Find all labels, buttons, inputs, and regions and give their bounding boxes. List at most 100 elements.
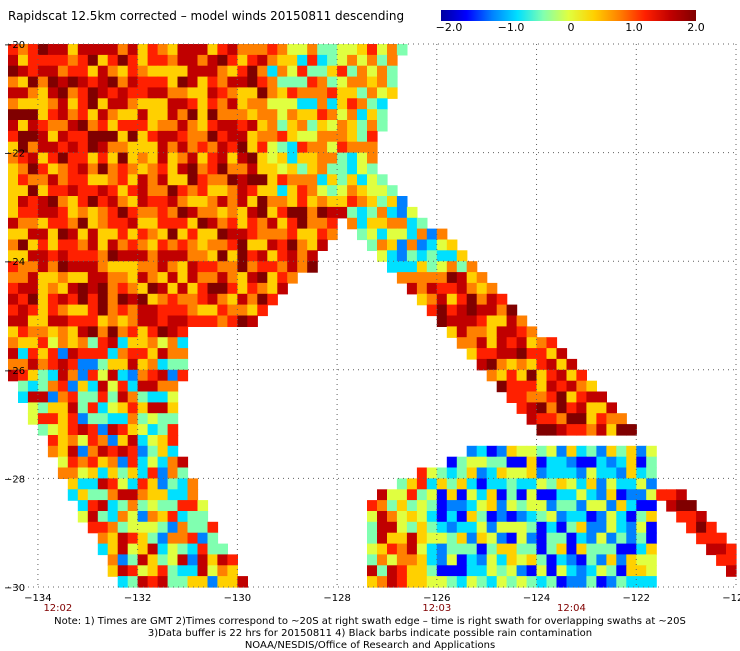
data-cell (47, 315, 59, 327)
data-cell (47, 185, 59, 197)
data-cell (77, 130, 89, 143)
data-cell (297, 44, 308, 56)
data-cell (87, 65, 99, 78)
data-cell (127, 65, 139, 78)
data-cell (327, 152, 338, 165)
data-cell (77, 424, 89, 436)
data-cell (87, 228, 99, 241)
data-cell (117, 152, 129, 165)
data-cell (107, 250, 119, 262)
data-cell (97, 228, 109, 241)
data-cell (646, 445, 657, 458)
data-cell (526, 511, 538, 523)
data-cell (347, 206, 358, 219)
data-cell (456, 326, 468, 338)
data-cell (207, 576, 219, 588)
data-cell (446, 282, 458, 295)
data-cell (436, 467, 448, 479)
data-cell (37, 282, 49, 295)
data-cell (67, 65, 79, 78)
data-cell (18, 130, 29, 143)
data-cell (37, 228, 49, 241)
data-cell (127, 565, 139, 577)
data-cell (127, 239, 139, 251)
data-cell (47, 141, 59, 154)
data-cell (257, 293, 268, 306)
data-cell (596, 532, 607, 545)
data-cell (486, 500, 498, 512)
data-cell (117, 54, 129, 67)
data-cell (237, 196, 248, 208)
data-cell (67, 54, 79, 67)
data-cell (506, 511, 518, 523)
data-cell (686, 511, 697, 523)
data-cell (127, 76, 139, 89)
data-cell (127, 489, 139, 501)
data-cell (197, 54, 209, 67)
data-cell (576, 380, 587, 393)
data-cell (137, 445, 149, 458)
data-cell (476, 543, 488, 556)
data-cell (227, 282, 238, 295)
data-cell (107, 217, 119, 230)
data-cell (167, 293, 179, 306)
data-cell (237, 54, 248, 67)
data-cell (27, 358, 39, 371)
data-cell (67, 141, 79, 154)
data-cell (536, 402, 548, 414)
data-cell (167, 478, 179, 490)
data-cell (77, 402, 89, 414)
data-cell (566, 445, 578, 458)
data-cell (77, 326, 89, 338)
data-cell (267, 272, 278, 284)
data-cell (137, 152, 149, 165)
data-cell (177, 109, 189, 121)
data-cell (47, 54, 59, 67)
data-cell (167, 511, 179, 523)
data-cell (157, 511, 169, 523)
data-cell (197, 511, 209, 523)
data-cell (177, 185, 189, 197)
data-cell (377, 98, 388, 110)
data-cell (327, 44, 338, 56)
data-cell (18, 54, 29, 67)
data-cell (377, 228, 388, 241)
data-cell (227, 228, 238, 241)
data-cell (57, 456, 69, 469)
data-cell (87, 261, 99, 273)
data-cell (77, 478, 89, 490)
data-cell (177, 98, 189, 110)
data-cell (27, 391, 39, 403)
data-cell (157, 44, 169, 56)
data-cell (626, 424, 637, 436)
data-cell (107, 413, 119, 425)
data-cell (207, 282, 219, 295)
data-cell (576, 402, 587, 414)
data-cell (367, 152, 378, 165)
data-cell (137, 456, 149, 469)
data-cell (137, 44, 149, 56)
data-cell (247, 206, 258, 219)
data-cell (606, 521, 617, 534)
data-cell (147, 87, 159, 99)
data-cell (87, 130, 99, 143)
data-cell (207, 76, 219, 89)
data-cell (147, 478, 159, 490)
footnote-line-3: NOAA/NESDIS/Office of Research and Appli… (244, 640, 496, 651)
data-cell (67, 445, 79, 458)
data-cell (107, 521, 119, 534)
data-cell (187, 565, 199, 577)
data-cell (157, 163, 169, 175)
data-cell (27, 120, 39, 132)
data-cell (207, 54, 219, 67)
data-cell (77, 315, 89, 327)
data-cell (117, 206, 129, 219)
data-cell (37, 206, 49, 219)
data-cell (546, 576, 558, 588)
data-cell (606, 489, 617, 501)
data-cell (247, 54, 258, 67)
data-cell (506, 445, 518, 458)
data-cell (307, 196, 318, 208)
data-cell (157, 120, 169, 132)
data-cell (636, 467, 647, 479)
